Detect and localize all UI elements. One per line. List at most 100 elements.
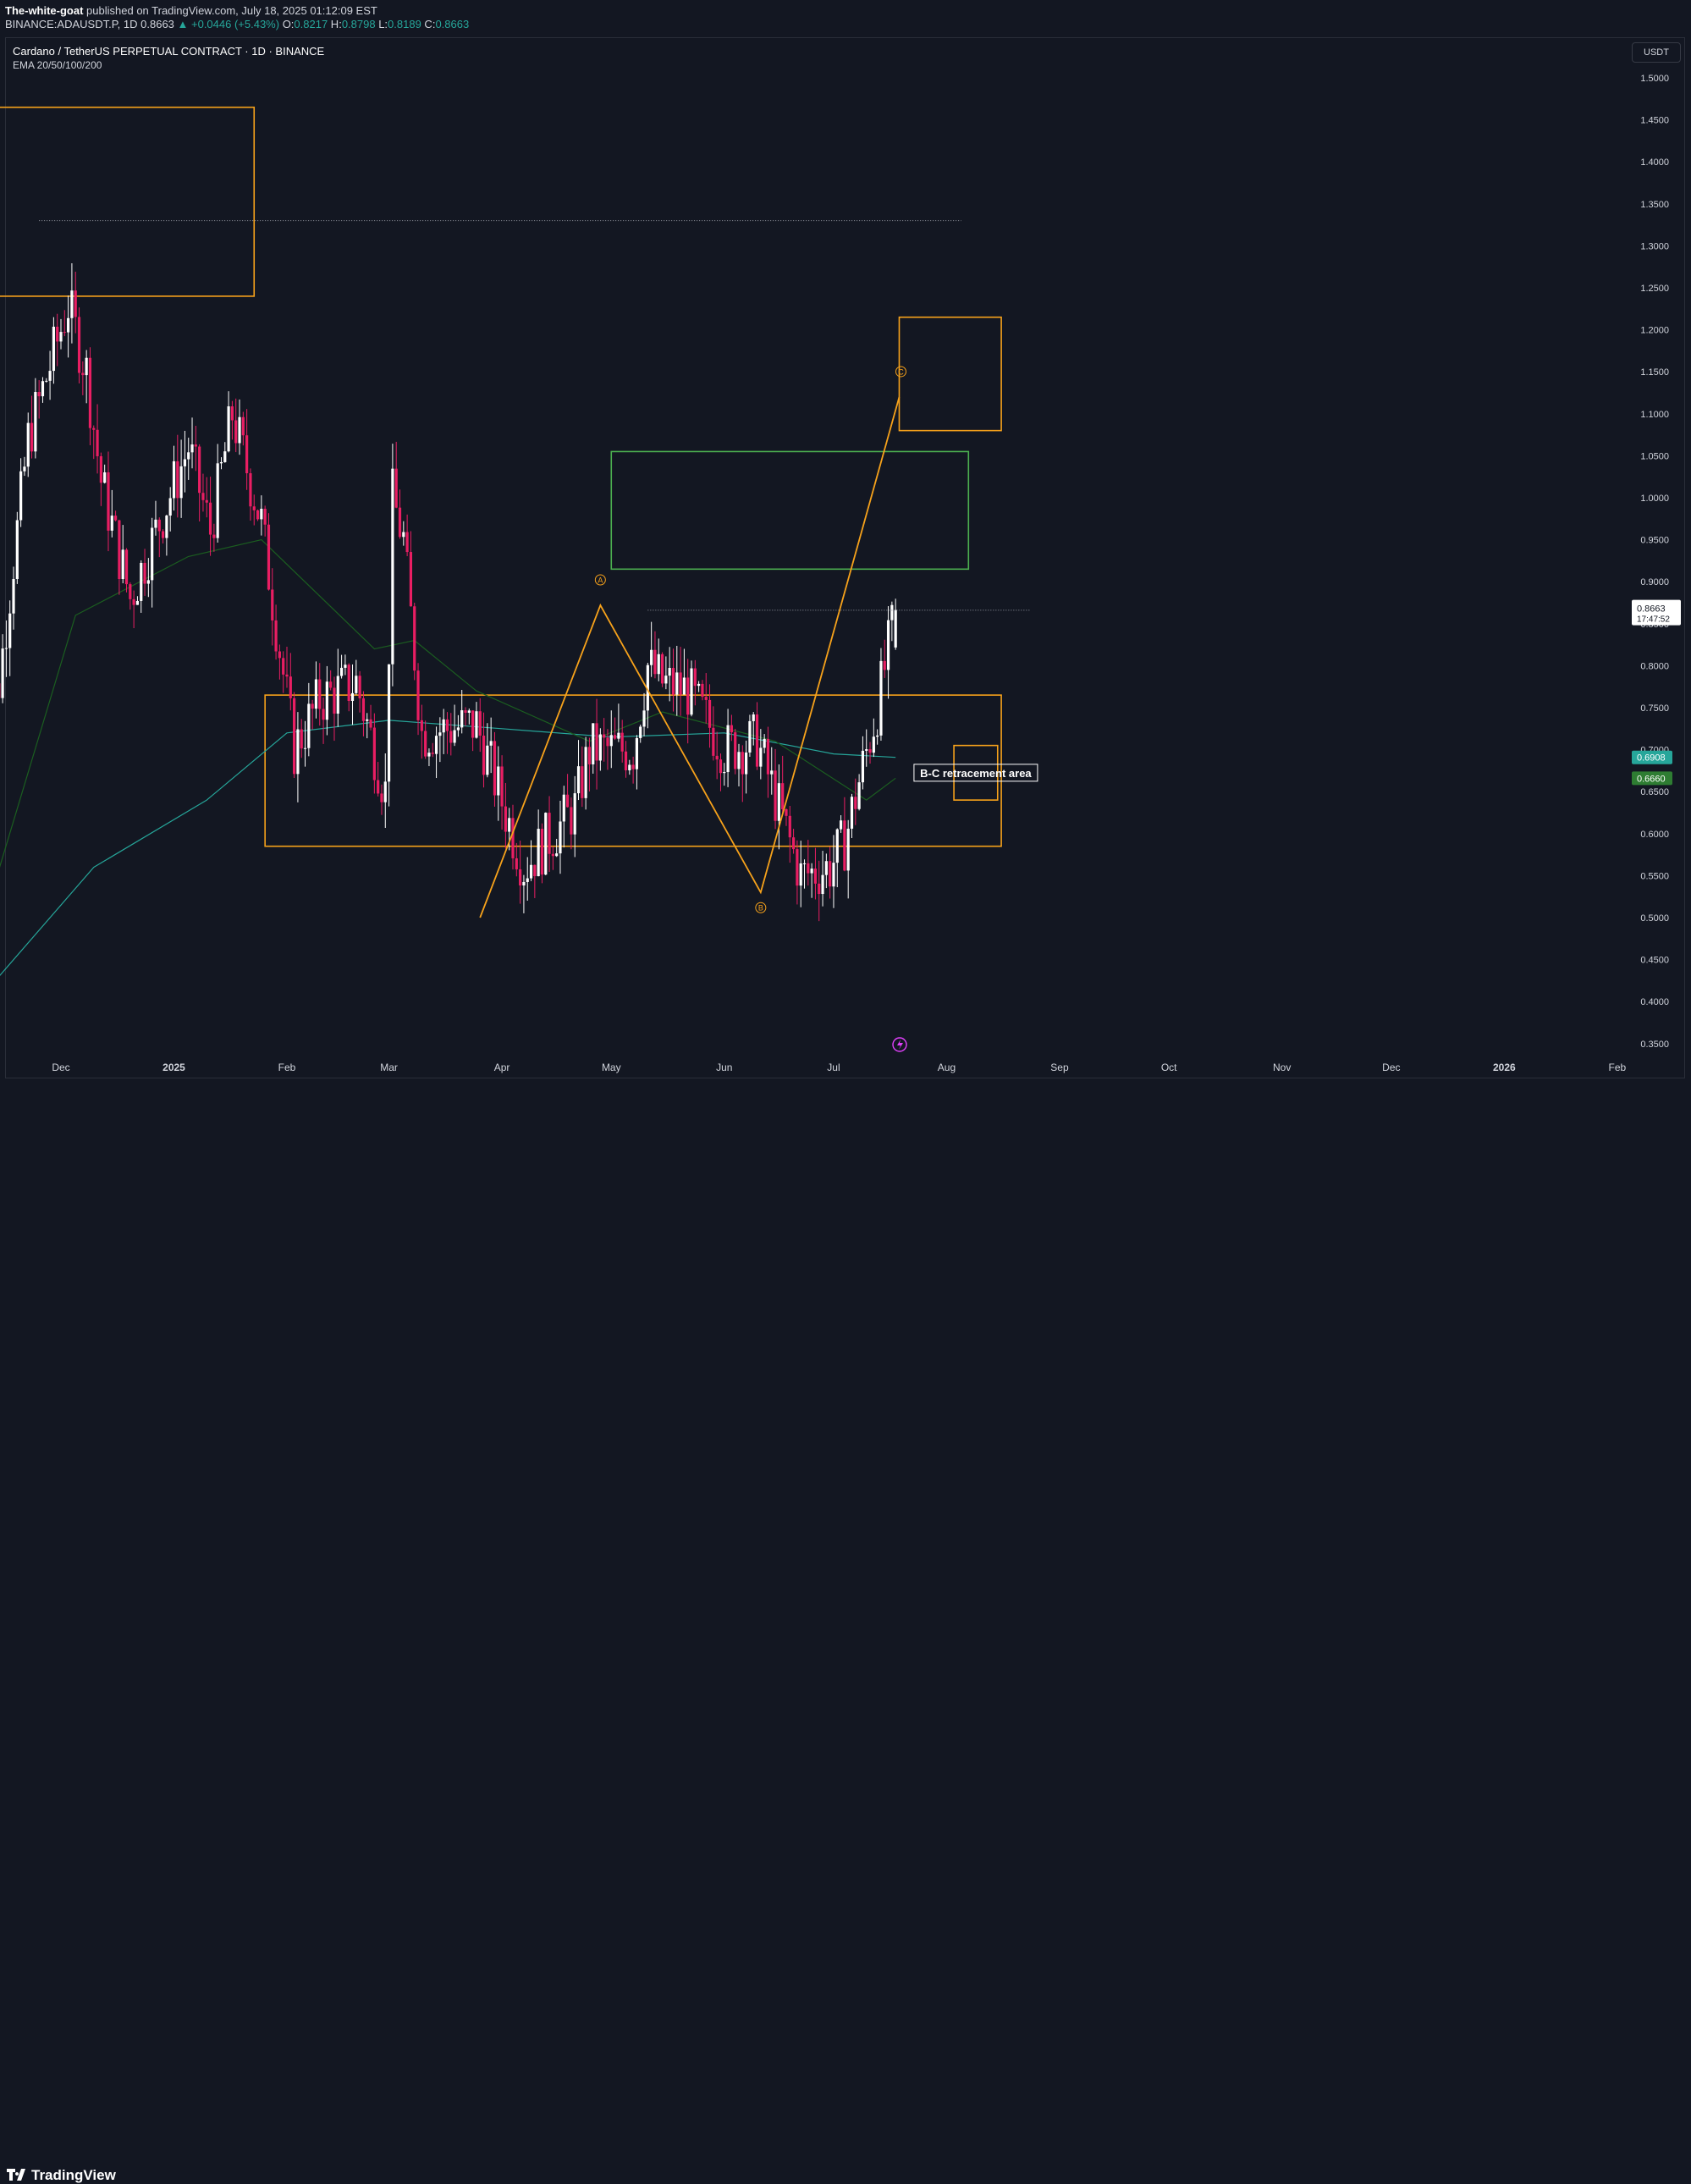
candle-body <box>89 358 91 428</box>
candle-body <box>873 736 875 753</box>
candle <box>351 665 354 725</box>
candle <box>52 317 55 384</box>
supply-zone-top <box>0 108 254 296</box>
candle-body <box>184 460 186 466</box>
candle <box>614 718 616 741</box>
wave-label-text: C <box>898 367 904 376</box>
price-tick-label: 1.1500 <box>1640 367 1669 378</box>
candle <box>789 806 791 863</box>
candle-body <box>570 807 572 834</box>
price-tick-label: 0.8000 <box>1640 661 1669 671</box>
candle <box>322 698 324 744</box>
currency-unit-button[interactable]: USDT <box>1632 42 1681 63</box>
candle-body <box>122 549 124 579</box>
candle <box>890 602 893 642</box>
candle <box>625 741 627 777</box>
candle-body <box>118 521 120 579</box>
candle <box>227 391 229 452</box>
candle-body <box>30 423 33 452</box>
candle-body <box>329 681 332 687</box>
candle-body <box>541 829 543 874</box>
candle <box>708 684 711 747</box>
zones-layer <box>0 108 1001 847</box>
candle <box>865 730 868 767</box>
candle-body <box>632 764 635 769</box>
candle-body <box>344 665 346 668</box>
candle <box>675 646 678 716</box>
candle <box>511 805 514 869</box>
candle-body <box>359 676 361 698</box>
candle-body <box>337 676 339 714</box>
candle <box>858 774 861 810</box>
candle-body <box>198 447 201 494</box>
candle-body <box>256 510 259 520</box>
candle <box>595 699 598 790</box>
candle <box>344 654 346 675</box>
candle <box>548 796 550 871</box>
candle-body <box>851 797 853 829</box>
candle <box>74 272 77 334</box>
candle <box>67 295 69 357</box>
candle-body <box>369 720 372 728</box>
indicator-legend[interactable]: EMA 20/50/100/200 <box>13 59 102 71</box>
candle-body <box>424 731 427 756</box>
price-tick-label: 1.3500 <box>1640 200 1669 210</box>
candle-body <box>267 525 270 590</box>
candle <box>249 468 251 521</box>
candle <box>8 600 11 676</box>
candle-body <box>840 820 842 829</box>
candle-body <box>468 710 471 713</box>
candle <box>242 412 245 446</box>
candle <box>460 690 463 733</box>
candle <box>533 864 536 898</box>
candle-body <box>70 290 73 318</box>
candle-body <box>522 882 525 885</box>
candle-body <box>785 809 787 816</box>
candle-body <box>847 829 850 870</box>
candle <box>774 749 776 829</box>
candle-body <box>800 863 802 885</box>
candle-body <box>395 469 398 508</box>
candle-body <box>726 725 729 772</box>
candle-body <box>807 863 809 874</box>
candle-body <box>388 665 390 782</box>
event-lightning-icon[interactable] <box>893 1038 906 1051</box>
candle <box>12 566 14 629</box>
candle-body <box>162 532 164 538</box>
candle-body <box>103 472 106 483</box>
candle <box>792 829 795 853</box>
candle <box>125 549 128 593</box>
candle-body <box>559 821 561 853</box>
candle <box>140 560 142 613</box>
candle <box>464 707 466 725</box>
candle <box>384 753 387 828</box>
candle <box>446 712 449 754</box>
candle-body <box>253 506 256 510</box>
candle-body <box>854 797 857 809</box>
candle <box>504 783 507 848</box>
time-tick-label: Sep <box>1050 1062 1069 1073</box>
candle <box>1 634 3 703</box>
candle <box>118 520 120 595</box>
candle <box>289 653 292 710</box>
candle <box>231 401 234 440</box>
candle-body <box>504 807 507 832</box>
candle-body <box>348 665 350 701</box>
candle-body <box>792 837 795 849</box>
event-icon-bolt <box>897 1040 903 1050</box>
candle-body <box>603 735 605 738</box>
candle <box>406 515 409 556</box>
candle <box>555 839 558 857</box>
candle <box>628 760 631 775</box>
candle-body <box>427 753 430 756</box>
candle <box>162 529 164 543</box>
candle <box>559 801 561 874</box>
candle <box>366 713 368 738</box>
candle-body <box>438 732 441 736</box>
candle <box>184 431 186 493</box>
candle <box>475 702 477 738</box>
candle-body <box>1 648 3 698</box>
candle <box>238 400 240 455</box>
tradingview-logo[interactable]: TradingView <box>7 2167 116 2184</box>
